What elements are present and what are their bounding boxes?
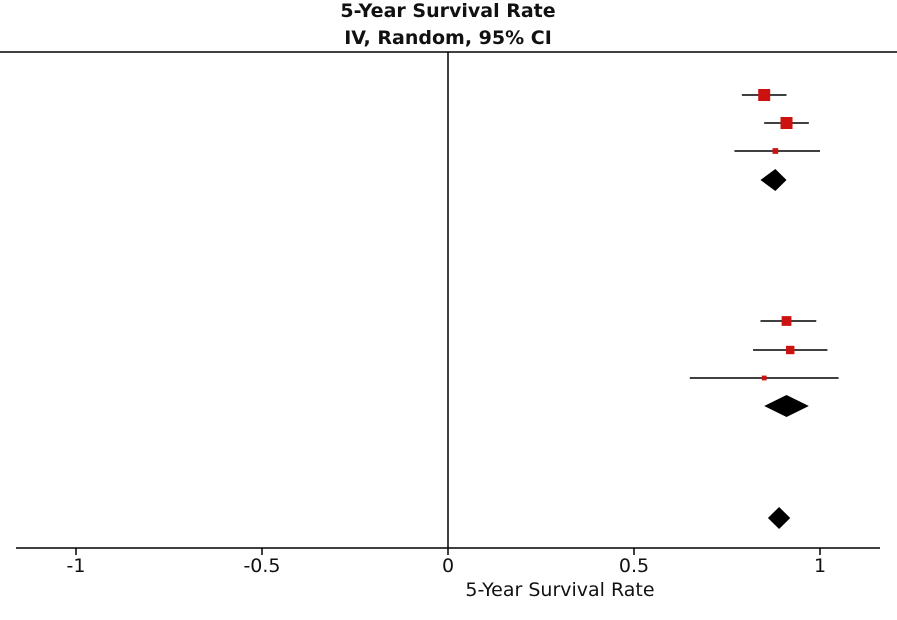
study-estimate-marker: [758, 89, 771, 101]
x-tick-label: 1: [814, 555, 826, 577]
study-estimate-marker: [781, 316, 792, 326]
summary-diamond: [764, 395, 809, 417]
study-estimate-marker: [786, 345, 795, 355]
chart-subtitle: IV, Random, 95% CI: [344, 27, 552, 49]
study-estimate-marker: [780, 117, 793, 129]
x-axis-ticks: -1 -0.5 0 0.5 1: [67, 548, 826, 577]
plot-area: [447, 52, 839, 548]
x-tick-label: -0.5: [243, 555, 280, 577]
x-tick-label: 0.5: [619, 555, 649, 577]
x-axis-label: 5-Year Survival Rate: [465, 579, 654, 601]
summary-diamond: [760, 169, 787, 191]
study-estimate-marker: [761, 375, 767, 381]
summary-diamond: [767, 507, 791, 529]
x-tick-label: -1: [67, 555, 86, 577]
chart-title: 5-Year Survival Rate: [340, 0, 555, 22]
x-tick-label: 0: [442, 555, 454, 577]
study-estimate-marker: [772, 148, 779, 154]
